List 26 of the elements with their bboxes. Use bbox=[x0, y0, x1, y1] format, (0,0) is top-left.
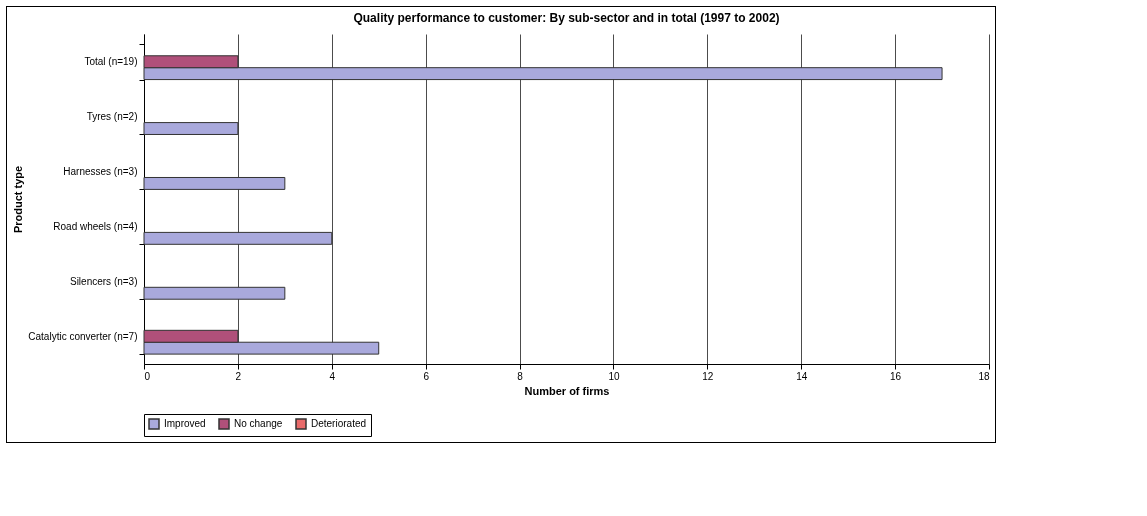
legend-label: Improved bbox=[164, 418, 206, 429]
x-tick-label: 12 bbox=[702, 370, 714, 382]
x-tick-label: 10 bbox=[608, 370, 620, 382]
x-tick-label: 14 bbox=[796, 370, 808, 382]
x-tick-label: 0 bbox=[144, 370, 151, 382]
y-tick-label: Road wheels (n=4) bbox=[53, 220, 138, 232]
bar bbox=[143, 286, 286, 300]
chart-title: Quality performance to customer: By sub-sector and in total (1997 to 2002) bbox=[353, 11, 780, 25]
x-tick-label: 18 bbox=[978, 370, 990, 382]
x-axis-title: Number of firms bbox=[524, 384, 610, 397]
bar bbox=[143, 122, 239, 135]
x-tick-label: 8 bbox=[517, 370, 524, 382]
x-tick-label: 16 bbox=[890, 370, 902, 382]
bar bbox=[143, 176, 286, 190]
y-tick-label: Silencers (n=3) bbox=[69, 275, 138, 287]
x-tick-label: 4 bbox=[329, 370, 336, 382]
x-tick-label: 2 bbox=[235, 370, 242, 382]
bar bbox=[143, 231, 333, 245]
y-tick-label: Tyres (n=2) bbox=[86, 111, 138, 123]
y-axis-title: Product type bbox=[12, 165, 25, 234]
y-tick-label: Catalytic converter (n=7) bbox=[28, 330, 138, 342]
y-tick-label: Harnesses (n=3) bbox=[63, 166, 138, 178]
legend-label: No change bbox=[234, 418, 283, 429]
legend-label: Deteriorated bbox=[311, 418, 367, 429]
x-tick-label: 6 bbox=[423, 370, 430, 382]
y-tick-label: Total (n=19) bbox=[84, 56, 138, 68]
